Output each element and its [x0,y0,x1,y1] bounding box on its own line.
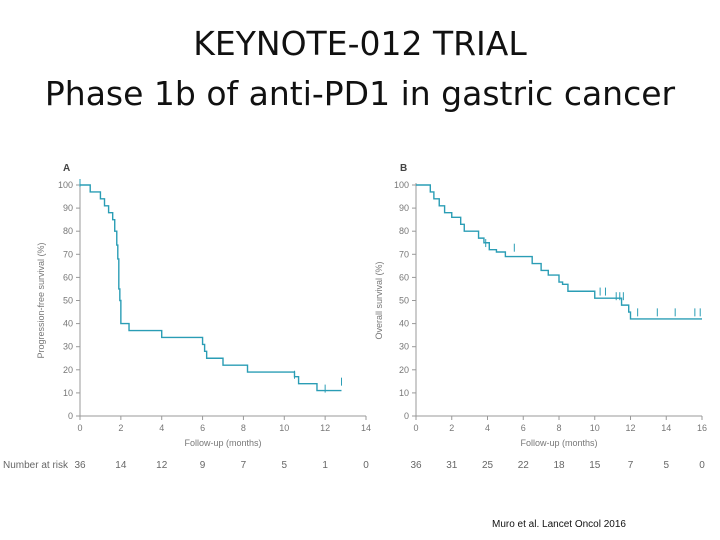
panel-a-x-tick-label: 8 [241,423,246,433]
panel-b-label: B [400,163,407,174]
panel-b-y-tick-label: 40 [399,319,409,329]
panel-a-y-tick-label: 70 [63,249,73,259]
panel-b-y-tick-label: 30 [399,342,409,352]
panel-a-label: A [63,163,70,174]
panel-a-x-tick-label: 14 [361,423,371,433]
panel-a-x-tick-label: 6 [200,423,205,433]
panel-b-x-tick-label: 0 [413,423,418,433]
panel-b-risk-value: 5 [663,460,669,471]
panel-a-x-tick-label: 2 [118,423,123,433]
panel-a-x-tick-label: 10 [279,423,289,433]
panel-a-y-axis-label: Progression-free survival (%) [36,242,46,358]
panel-a-risk-value: 36 [74,460,86,471]
panel-b-risk-value: 15 [589,460,601,471]
panel-a-x-tick-label: 12 [320,423,330,433]
panel-b-y-tick-label: 80 [399,226,409,236]
citation: Muro et al. Lancet Oncol 2016 [492,519,626,530]
slide-title-line-2: Phase 1b of anti-PD1 in gastric cancer [44,74,676,113]
panel-b-survival-curve [416,184,702,320]
slide-title-line-1: KEYNOTE-012 TRIAL [193,24,527,63]
panel-a-y-tick-label: 50 [63,296,73,306]
panel-a-risk-value: 9 [200,460,206,471]
panel-b-x-tick-label: 10 [590,423,600,433]
panel-b-x-tick-label: 2 [449,423,454,433]
panel-b-x-tick-label: 8 [556,423,561,433]
panel-b-y-tick-label: 70 [399,249,409,259]
panel-b-risk-value: 22 [518,460,530,471]
panel-b-risk-value: 18 [553,460,565,471]
panel-a-x-tick-label: 0 [77,423,82,433]
panel-a-y-tick-label: 80 [63,226,73,236]
panel-a-y-tick-label: 10 [63,388,73,398]
panel-b-y-tick-label: 0 [404,411,409,421]
panel-b-x-tick-label: 6 [521,423,526,433]
panel-a-risk-value: 0 [363,460,369,471]
panel-b-x-tick-label: 14 [661,423,671,433]
panel-a-risk-value: 7 [241,460,247,471]
panel-a-risk-value: 1 [322,460,328,471]
panel-a-survival-curve [80,184,342,392]
panel-b-y-tick-label: 50 [399,296,409,306]
panel-a-y-tick-label: 40 [63,319,73,329]
panel-b-y-tick-label: 100 [394,180,409,190]
panel-b-y-tick-label: 20 [399,365,409,375]
panel-b-risk-value: 25 [482,460,494,471]
panel-b-risk-value: 7 [628,460,634,471]
panel-a-x-axis-label: Follow-up (months) [184,438,261,448]
panel-a-y-tick-label: 20 [63,365,73,375]
panel-a-risk-value: 12 [156,460,168,471]
panel-b-y-axis-label: Overall survival (%) [374,261,384,339]
panel-b-y-tick-label: 60 [399,272,409,282]
panel-a-y-tick-label: 30 [63,342,73,352]
panel-a-y-tick-label: 90 [63,203,73,213]
panel-b-risk-value: 0 [699,460,705,471]
panel-a-risk-value: 5 [282,460,288,471]
panel-a-y-tick-label: 60 [63,272,73,282]
panel-a-risk-value: 14 [115,460,127,471]
panel-b-x-axis-label: Follow-up (months) [520,438,597,448]
panel-b-x-tick-label: 12 [625,423,635,433]
panel-b-y-tick-label: 90 [399,203,409,213]
panel-b-risk-value: 36 [410,460,422,471]
panel-b-y-tick-label: 10 [399,388,409,398]
panel-b-risk-value: 31 [446,460,458,471]
panel-b-x-tick-label: 16 [697,423,707,433]
panel-a-risk-label: Number at risk [3,460,69,471]
panel-a-y-tick-label: 0 [68,411,73,421]
panel-b-x-tick-label: 4 [485,423,490,433]
panel-a-x-tick-label: 4 [159,423,164,433]
panel-a-y-tick-label: 100 [58,180,73,190]
